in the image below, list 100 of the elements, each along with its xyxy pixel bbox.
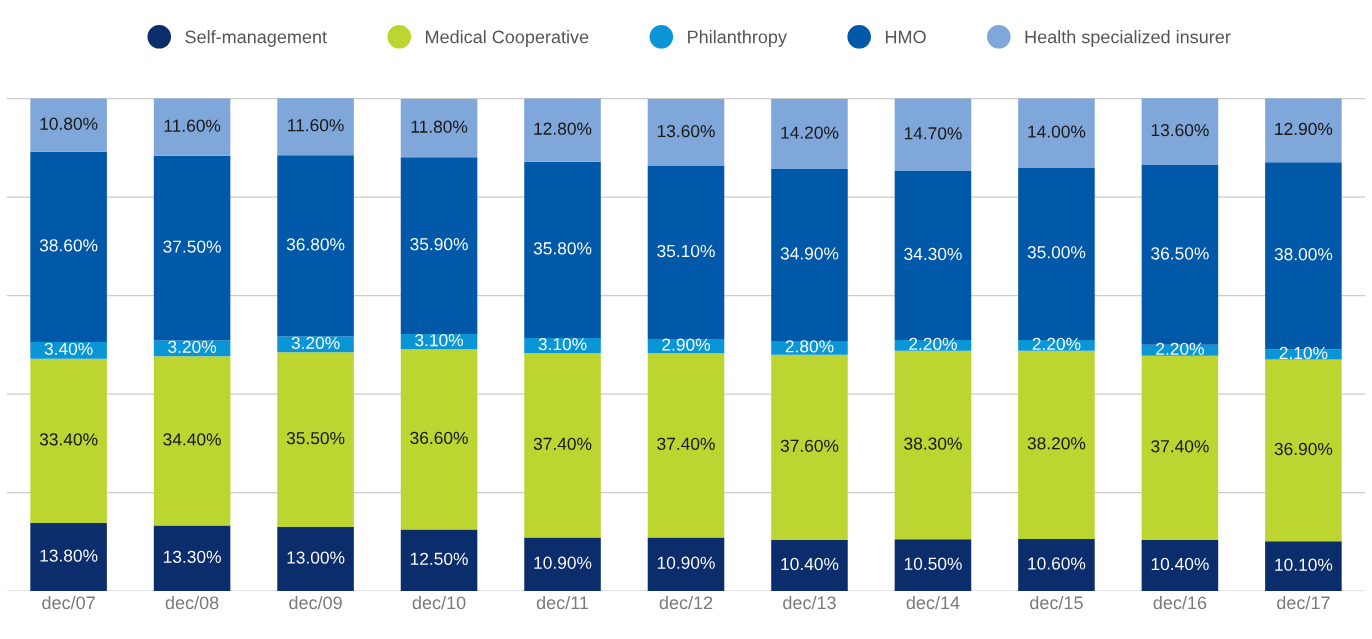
data-label: 3.40% xyxy=(44,342,93,355)
data-label: 10.60% xyxy=(1028,557,1086,570)
data-label: 34.30% xyxy=(904,247,962,261)
bar xyxy=(894,98,972,172)
bar xyxy=(1141,539,1219,592)
data-label: 35.00% xyxy=(1027,246,1086,259)
bar xyxy=(1018,538,1095,592)
bar xyxy=(277,155,354,337)
bar xyxy=(153,98,231,156)
data-label: 14.20% xyxy=(781,126,839,139)
x-tick-label: dec/14 xyxy=(906,595,960,610)
bar xyxy=(400,157,478,335)
bar xyxy=(524,161,601,338)
data-label: 33.40% xyxy=(39,433,98,446)
data-label: 10.50% xyxy=(904,557,962,570)
data-label: 2.20% xyxy=(1032,337,1081,350)
bar xyxy=(400,99,478,158)
bar xyxy=(400,529,478,592)
data-label: 36.80% xyxy=(286,238,345,251)
bar xyxy=(277,98,354,156)
data-label: 12.50% xyxy=(410,552,468,565)
bar xyxy=(771,539,848,592)
data-label: 10.40% xyxy=(1151,557,1209,571)
data-label: 13.60% xyxy=(657,124,715,138)
data-label: 3.10% xyxy=(538,337,587,351)
bar xyxy=(771,354,848,540)
bar xyxy=(647,537,725,592)
bar xyxy=(1265,541,1342,592)
data-label: 36.50% xyxy=(1151,247,1209,260)
bar xyxy=(647,166,725,339)
data-label: 38.30% xyxy=(904,437,962,450)
data-label: 38.00% xyxy=(1274,248,1333,261)
bar xyxy=(1141,355,1219,540)
x-tick-label: dec/07 xyxy=(42,595,95,610)
data-label: 10.40% xyxy=(781,557,839,571)
x-tick-label: dec/08 xyxy=(165,595,219,610)
data-label: 14.00% xyxy=(1028,125,1086,138)
data-label: 37.40% xyxy=(533,437,592,450)
data-label: 12.90% xyxy=(1275,122,1333,136)
bar xyxy=(30,98,107,152)
data-label: 35.50% xyxy=(286,432,345,445)
bar xyxy=(524,353,601,538)
x-tick-label: dec/15 xyxy=(1030,595,1083,610)
bar xyxy=(400,349,478,530)
data-label: 3.10% xyxy=(415,334,464,347)
data-label: 34.90% xyxy=(780,247,839,260)
bar xyxy=(524,537,601,592)
bar xyxy=(30,151,107,342)
data-label: 35.90% xyxy=(410,237,468,251)
x-tick-label: dec/13 xyxy=(783,595,836,610)
data-label: 3.20% xyxy=(291,336,340,350)
data-label: 10.10% xyxy=(1275,558,1333,571)
bar xyxy=(894,539,972,592)
data-label: 36.90% xyxy=(1274,442,1333,456)
bar xyxy=(1265,98,1342,163)
bar xyxy=(277,352,354,528)
data-label: 2.80% xyxy=(785,340,834,353)
bar xyxy=(524,98,601,162)
data-label: 14.70% xyxy=(904,127,962,140)
bar xyxy=(894,350,972,540)
bar xyxy=(153,155,231,341)
bar xyxy=(647,353,725,538)
bar xyxy=(30,523,107,592)
data-label: 13.30% xyxy=(163,550,221,563)
data-label: 13.60% xyxy=(1151,123,1209,137)
data-label: 36.60% xyxy=(410,431,468,445)
bar xyxy=(30,358,107,524)
x-tick-label: dec/10 xyxy=(412,595,466,610)
legend-label: Medical Cooperative xyxy=(426,30,589,47)
legend-label: Self-management xyxy=(185,30,327,47)
data-label: 12.80% xyxy=(534,122,592,135)
data-label: 35.10% xyxy=(657,244,715,258)
bar xyxy=(647,99,725,167)
legend-label: HMO xyxy=(885,30,926,44)
data-label: 37.50% xyxy=(163,240,221,253)
bar xyxy=(1141,98,1219,166)
data-label: 37.40% xyxy=(657,437,715,450)
data-label: 13.00% xyxy=(287,551,345,564)
data-label: 11.60% xyxy=(288,119,344,132)
legend-label: Health specialized insurer xyxy=(1025,30,1231,47)
x-tick-label: dec/11 xyxy=(536,595,589,610)
data-label: 37.40% xyxy=(1151,440,1209,453)
bar xyxy=(1018,98,1095,168)
x-tick-label: dec/17 xyxy=(1277,595,1330,610)
data-label: 2.20% xyxy=(1156,342,1204,355)
bar xyxy=(153,525,231,592)
data-label: 10.90% xyxy=(534,556,592,569)
data-label: 10.80% xyxy=(40,117,98,130)
data-label: 11.80% xyxy=(411,120,468,133)
bar xyxy=(1265,359,1342,542)
data-label: 34.40% xyxy=(163,433,221,446)
x-tick-label: dec/16 xyxy=(1153,595,1207,610)
data-label: 38.60% xyxy=(39,239,98,252)
bar xyxy=(277,527,354,592)
data-label: 10.90% xyxy=(657,556,715,569)
data-label: 37.60% xyxy=(780,439,839,452)
bar xyxy=(771,169,848,341)
bar xyxy=(1018,350,1095,539)
bar xyxy=(153,356,231,526)
data-label: 2.20% xyxy=(909,337,957,350)
